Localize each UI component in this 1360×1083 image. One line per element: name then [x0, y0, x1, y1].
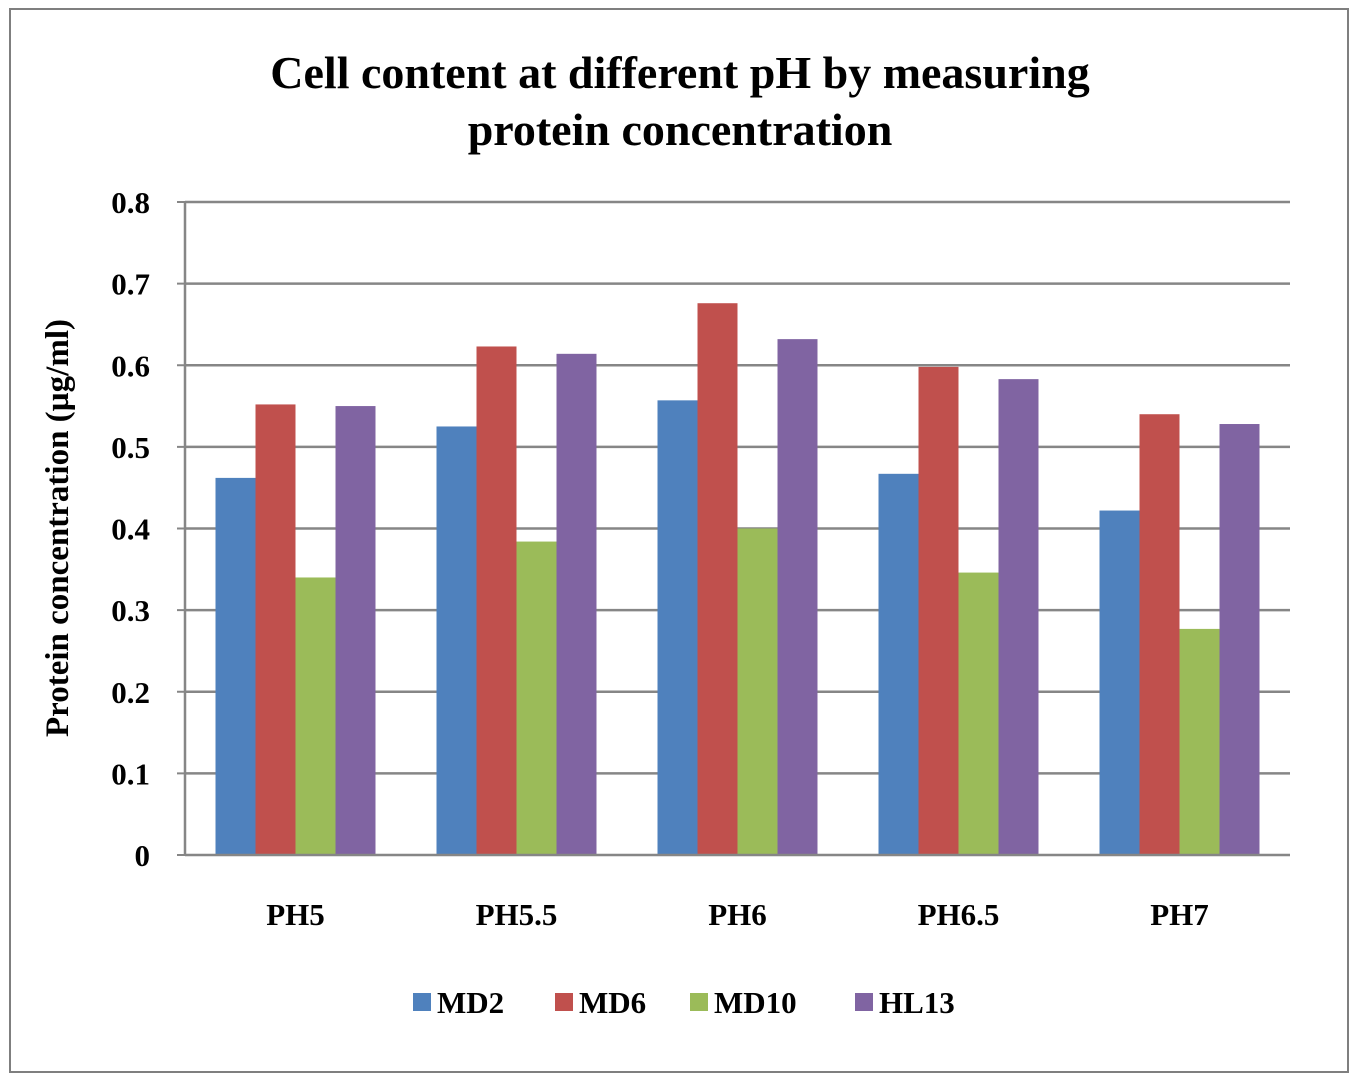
bar-md2-ph5	[215, 477, 256, 855]
legend-label-hl13: HL13	[879, 985, 955, 1020]
bar-md2-ph7	[1099, 510, 1140, 855]
y-tick-label: 0.8	[111, 185, 150, 220]
x-tick-label: PH5.5	[476, 897, 558, 932]
y-axis-label: Protein concentration (µg/ml)	[40, 319, 76, 737]
bar-md10-ph5-5	[516, 541, 557, 855]
y-tick-label: 0.6	[111, 348, 150, 383]
y-tick-label: 0.4	[111, 512, 150, 547]
legend-swatch-md6	[555, 993, 573, 1011]
y-tick-label: 0.5	[111, 430, 150, 465]
bar-md10-ph6	[737, 528, 778, 855]
y-tick-label: 0.2	[111, 675, 150, 710]
bar-hl13-ph5-5	[556, 353, 597, 855]
bar-md10-ph6-5	[958, 572, 999, 855]
legend-swatch-md10	[690, 993, 708, 1011]
x-tick-labels: PH5 PH5.5 PH6 PH6.5 PH7	[266, 897, 1209, 932]
bar-md2-ph5-5	[436, 426, 477, 855]
bar-md6-ph6-5	[918, 366, 959, 855]
axes	[177, 201, 1290, 857]
bar-hl13-ph6-5	[998, 379, 1039, 855]
legend-swatch-hl13	[855, 993, 873, 1011]
x-tick-label: PH6.5	[918, 897, 1000, 932]
y-tick-label: 0.7	[111, 267, 150, 302]
bar-md6-ph5	[255, 404, 296, 855]
bar-md6-ph5-5	[476, 346, 517, 855]
x-tick-label: PH6	[708, 897, 767, 932]
bar-hl13-ph5	[335, 406, 376, 855]
legend-swatch-md2	[413, 993, 431, 1011]
bar-md6-ph7	[1139, 414, 1180, 855]
legend-label-md10: MD10	[714, 985, 797, 1020]
legend-label-md2: MD2	[437, 985, 504, 1020]
y-tick-label: 0.1	[111, 756, 150, 791]
bar-md2-ph6	[657, 400, 698, 855]
bar-md2-ph6-5	[878, 473, 919, 855]
bar-md10-ph7	[1179, 628, 1220, 855]
chart-title: Cell content at different pH by measurin…	[270, 47, 1089, 155]
chart-title-line-1: Cell content at different pH by measurin…	[270, 47, 1089, 98]
bar-hl13-ph7	[1219, 424, 1260, 855]
bars	[215, 303, 1260, 856]
y-tick-labels: 0 0.1 0.2 0.3 0.4 0.5 0.6 0.7 0.8	[111, 185, 150, 873]
bar-hl13-ph6	[777, 339, 818, 855]
y-tick-label: 0	[135, 838, 151, 873]
chart-title-line-2: protein concentration	[468, 104, 893, 155]
bar-md6-ph6	[697, 303, 738, 856]
legend-label-md6: MD6	[579, 985, 646, 1020]
legend: MD2 MD6 MD10 HL13	[413, 985, 955, 1020]
x-tick-label: PH7	[1150, 897, 1209, 932]
x-tick-label: PH5	[266, 897, 325, 932]
y-tick-label: 0.3	[111, 593, 150, 628]
bar-md10-ph5	[295, 577, 336, 855]
